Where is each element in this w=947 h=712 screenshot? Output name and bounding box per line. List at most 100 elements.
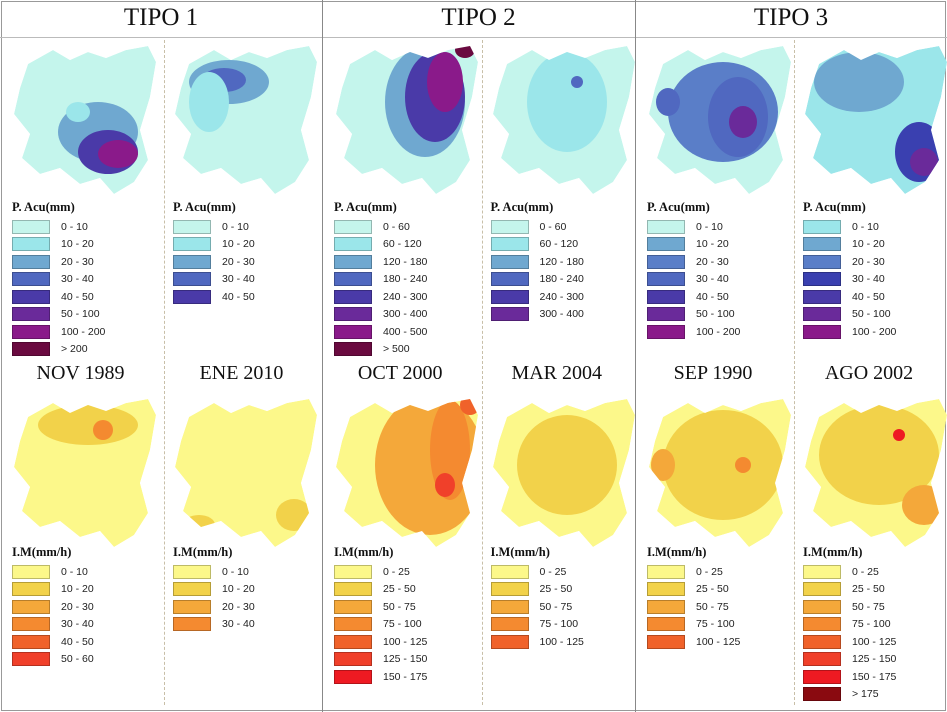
legend-item: 0 - 10 (173, 218, 255, 236)
legend-item: 30 - 40 (173, 616, 255, 634)
legend-item: 75 - 100 (803, 616, 896, 634)
legend-swatch (803, 669, 841, 684)
legend-swatch (12, 652, 50, 667)
legend-label: 0 - 10 (61, 565, 88, 578)
legend-item: 40 - 50 (803, 288, 896, 306)
legend-swatch (647, 324, 685, 339)
legend-item: 100 - 125 (490, 633, 584, 651)
intensity-map (649, 399, 791, 547)
legend-item: 60 - 120 (334, 236, 427, 254)
legend-item: 0 - 10 (12, 218, 105, 236)
legend-label: 0 - 25 (383, 565, 410, 578)
value-zone (427, 52, 463, 112)
value-zone (735, 457, 751, 473)
legend-label: > 200 (61, 343, 88, 356)
legend-swatch (12, 254, 50, 269)
legend-label: 100 - 200 (61, 325, 106, 338)
legend-swatch (647, 254, 685, 269)
panel-divider (794, 40, 795, 705)
event-label: ENE 2010 (199, 362, 284, 384)
legend-label: 20 - 30 (222, 255, 255, 268)
panel-divider (481, 40, 483, 705)
legend-swatch (334, 289, 372, 304)
precipitation-map (175, 46, 317, 194)
panel-divider (164, 40, 165, 705)
legend-label: 75 - 100 (852, 618, 891, 631)
legend-label: 240 - 300 (539, 290, 584, 303)
legend-label: 0 - 25 (696, 565, 723, 578)
legend-swatch (490, 272, 529, 287)
legend-label: 60 - 120 (383, 238, 422, 251)
legend-label: 300 - 400 (539, 308, 584, 321)
value-zone (656, 88, 680, 116)
legend-item: 180 - 240 (490, 271, 584, 289)
intensity-map (805, 399, 947, 547)
legend-item: 20 - 30 (647, 253, 740, 271)
legend-item: 100 - 200 (12, 323, 105, 341)
legend-swatch (334, 634, 372, 649)
legend-swatch (647, 634, 685, 649)
legend-swatch (334, 617, 372, 632)
legend-label: 120 - 180 (539, 255, 584, 268)
legend-item: 60 - 120 (490, 236, 584, 254)
legend-item: 50 - 60 (12, 651, 94, 669)
legend-label: 10 - 20 (852, 238, 885, 251)
legend-title: I.M(mm/h) (490, 545, 550, 559)
value-zone (819, 405, 939, 505)
value-zone (189, 72, 229, 132)
legend-label: 300 - 400 (383, 308, 428, 321)
legend-item: 20 - 30 (173, 253, 255, 271)
legend-item: 10 - 20 (647, 236, 740, 254)
legend-item: 20 - 30 (12, 598, 94, 616)
legend-item: 0 - 60 (334, 218, 427, 236)
precipitation-legend: P. Acu(mm) 0 - 10 10 - 20 20 - 30 30 - 40 40 … (12, 200, 105, 358)
legend-swatch (803, 634, 841, 649)
legend-item: 0 - 25 (647, 563, 740, 581)
legend-swatch (490, 599, 529, 614)
legend-swatch (12, 342, 50, 357)
intensity-map (14, 399, 156, 547)
legend-item: 300 - 400 (334, 306, 427, 324)
legend-label: 40 - 50 (222, 290, 255, 303)
legend-item: 240 - 300 (334, 288, 427, 306)
legend-swatch (334, 599, 372, 614)
intensity-legend: I.M(mm/h) 0 - 10 10 - 20 20 - 30 30 - 40 40 -… (12, 545, 94, 668)
value-zone (570, 76, 583, 88)
value-zone (814, 52, 904, 112)
event-panel: P. Acu(mm) 0 - 60 60 - 120 120 - 180 180 - 2… (479, 0, 636, 674)
legend-swatch (803, 237, 841, 252)
legend-swatch (334, 219, 372, 234)
legend-swatch (490, 564, 529, 579)
legend-item: 100 - 125 (647, 633, 740, 651)
intensity-legend: I.M(mm/h) 0 - 25 25 - 50 50 - 75 75 - 100 100… (803, 545, 896, 703)
legend-label: 30 - 40 (222, 273, 255, 286)
title-divider (0, 37, 947, 38)
legend-swatch (173, 599, 211, 614)
legend-label: 10 - 20 (696, 238, 729, 251)
value-zone (66, 102, 90, 122)
legend-label: 75 - 100 (539, 618, 579, 631)
legend-item: 20 - 30 (803, 253, 896, 271)
legend-item: > 200 (12, 341, 105, 359)
precipitation-legend: P. Acu(mm) 0 - 10 10 - 20 20 - 30 30 - 40 40 … (647, 200, 740, 341)
legend-swatch (803, 652, 841, 667)
legend-swatch (803, 324, 841, 339)
legend-swatch (647, 599, 685, 614)
legend-swatch (12, 307, 50, 322)
legend-title: P. Acu(mm) (173, 200, 236, 214)
legend-label: 30 - 40 (222, 618, 255, 631)
event-label: MAR 2004 (511, 362, 603, 384)
legend-item: 50 - 75 (334, 598, 427, 616)
legend-label: 30 - 40 (61, 273, 94, 286)
legend-label: 25 - 50 (539, 583, 573, 596)
legend-item: 75 - 100 (490, 616, 584, 634)
event-panel: P. Acu(mm) 0 - 10 10 - 20 20 - 30 30 - 40 40 … (0, 0, 161, 674)
value-zone (455, 46, 475, 58)
value-zone (93, 420, 113, 440)
legend-swatch (490, 219, 529, 234)
legend-title: P. Acu(mm) (490, 200, 554, 214)
legend-swatch (12, 617, 50, 632)
legend-swatch (334, 652, 372, 667)
column-3: TIPO 3 P. Acu(mm) 0 - 10 10 - 20 20 - 30 30 -… (635, 0, 947, 712)
legend-item: 180 - 240 (334, 271, 427, 289)
